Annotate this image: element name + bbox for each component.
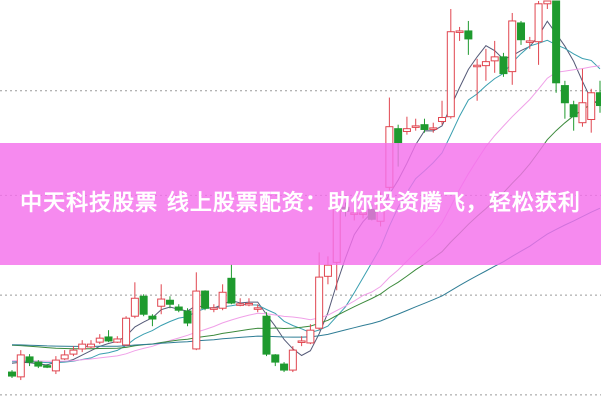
candle-body <box>148 315 157 320</box>
candle-body <box>122 317 131 346</box>
candle-body <box>297 340 306 343</box>
candle-body <box>596 92 601 107</box>
candle-body <box>165 299 174 305</box>
candle-body <box>481 61 490 67</box>
candle-body <box>315 276 324 329</box>
candle-body <box>517 22 526 41</box>
candle-body <box>183 310 192 324</box>
candle-body <box>552 0 561 84</box>
candle-body <box>253 307 262 310</box>
candle-body <box>51 359 60 372</box>
title-banner: 中天科技股票 线上股票配资：助你投资腾飞，轻松获利 <box>0 143 601 265</box>
candle-body <box>525 40 534 43</box>
candle-body <box>16 354 25 378</box>
candle-body <box>473 64 482 68</box>
candle-body <box>464 30 473 40</box>
candle-body <box>429 127 438 130</box>
candle-body <box>499 56 508 75</box>
candle-body <box>560 85 569 104</box>
candle-body <box>34 361 43 367</box>
candle-body <box>78 343 87 350</box>
candle-body <box>288 349 297 371</box>
candle-body <box>104 336 113 342</box>
candle-body <box>543 0 552 5</box>
candle-body <box>402 128 411 132</box>
candle-body <box>209 307 218 310</box>
candle-body <box>192 290 201 350</box>
candle-body <box>490 56 499 62</box>
candle-body <box>534 3 543 43</box>
candle-body <box>438 117 447 122</box>
candle-body <box>262 315 271 355</box>
candle-body <box>69 349 78 355</box>
candle-body <box>306 329 315 344</box>
candle-body <box>8 371 16 377</box>
candle-body <box>411 125 420 128</box>
candle-body <box>218 291 227 309</box>
candle-body <box>25 356 34 363</box>
candle-body <box>280 363 289 371</box>
candle-body <box>43 365 52 368</box>
candle-body <box>227 277 236 304</box>
candle-body <box>201 290 210 309</box>
banner-title: 中天科技股票 线上股票配资：助你投资腾飞，轻松获利 <box>20 191 581 216</box>
candle-body <box>113 338 122 343</box>
candle-body <box>60 354 69 360</box>
candle-body <box>244 302 253 306</box>
candle-body <box>394 128 403 144</box>
candle-body <box>323 264 332 277</box>
moving-average-line-20 <box>11 65 601 362</box>
candle-body <box>130 297 139 317</box>
candle-body <box>157 298 166 307</box>
candle-body <box>236 303 245 306</box>
candle-body <box>508 20 517 73</box>
candle-body <box>446 31 455 118</box>
candle-body <box>578 102 587 124</box>
candle-body <box>174 306 183 311</box>
candle-body <box>95 337 104 343</box>
candle-body <box>455 30 464 33</box>
candle-body <box>569 104 578 118</box>
moving-average-line-10 <box>11 39 601 364</box>
candle-body <box>587 92 596 121</box>
candle-body <box>139 295 148 315</box>
candle-body <box>420 124 429 130</box>
candle-body <box>271 354 280 363</box>
candle-body <box>86 343 95 348</box>
